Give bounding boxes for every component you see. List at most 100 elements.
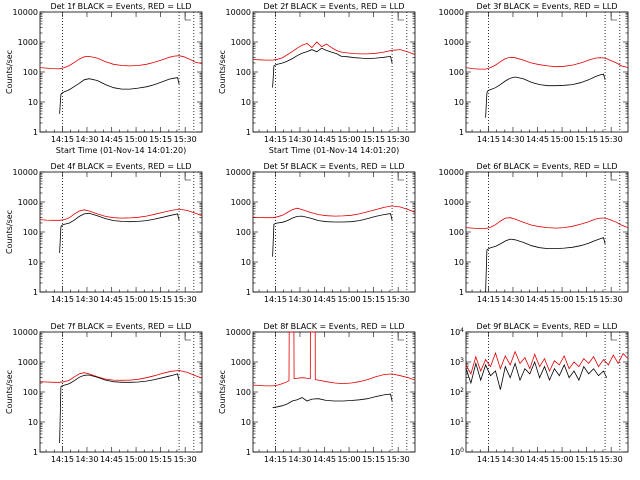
- x-tick-label: 14:45: [100, 295, 123, 304]
- interval-bracket-marker: [610, 332, 618, 341]
- x-tick-label: 15:30: [387, 455, 410, 464]
- x-tick-label: 14:45: [313, 295, 336, 304]
- y-tick-label: 10000: [226, 8, 251, 17]
- y-axis-label: Counts/sec: [5, 370, 14, 414]
- x-tick-label: 15:30: [600, 455, 623, 464]
- interval-bracket-marker: [397, 12, 405, 21]
- y-tick-label: 100: [236, 68, 251, 77]
- chart-title: Det 8f BLACK = Events, RED = LLD: [263, 322, 404, 331]
- plot-frame: [465, 171, 629, 293]
- interval-bracket-marker: [184, 332, 192, 341]
- y-tick-label: 100: [449, 228, 464, 237]
- series-line-lld: [465, 217, 629, 229]
- x-tick-label: 14:45: [100, 455, 123, 464]
- plot-frame: [39, 331, 203, 453]
- y-tick-label: 1: [459, 128, 464, 137]
- series-line-events: [59, 373, 180, 444]
- series-line-events: [272, 47, 393, 88]
- chart-panel-det-8f: Det 8f BLACK = Events, RED = LLD 1 10 100 10…: [218, 322, 416, 464]
- x-tick-label: 14:45: [526, 135, 549, 144]
- x-tick-label: 14:30: [75, 135, 98, 144]
- x-tick-label: 15:30: [174, 295, 197, 304]
- x-tick-label: 15:00: [338, 455, 361, 464]
- plot-frame: [39, 11, 203, 133]
- y-tick-label: 10: [241, 418, 251, 427]
- series-line-events: [465, 360, 608, 390]
- x-tick-label: 15:15: [575, 135, 598, 144]
- x-tick-label: 15:00: [551, 455, 574, 464]
- interval-bracket-marker: [184, 172, 192, 181]
- y-tick-label: 1: [459, 288, 464, 297]
- x-tick-label: 15:30: [387, 135, 410, 144]
- chart-panel-det-5f: Det 5f BLACK = Events, RED = LLD 1 10 100 10…: [226, 162, 416, 304]
- chart-title: Det 1f BLACK = Events, RED = LLD: [50, 2, 191, 11]
- series-line-lld: [39, 208, 203, 221]
- interval-bracket-marker: [397, 332, 405, 341]
- x-tick-label: 14:45: [313, 455, 336, 464]
- y-axis-label: Counts/sec: [5, 210, 14, 254]
- series-line-lld: [39, 370, 203, 383]
- y-tick-label: 1000: [18, 198, 38, 207]
- y-tick-label: 100: [449, 68, 464, 77]
- y-tick-label: 100: [23, 68, 38, 77]
- y-tick-label: 100: [23, 228, 38, 237]
- y-axis-label: Counts/sec: [218, 50, 227, 94]
- y-tick-label: 1: [33, 288, 38, 297]
- chart-panel-det-3f: Det 3f BLACK = Events, RED = LLD 1 10 100 10…: [439, 2, 629, 144]
- series-line-lld: [39, 55, 203, 70]
- series-line-lld: [252, 41, 416, 61]
- y-tick-label: 100: [236, 388, 251, 397]
- y-tick-label: 104: [450, 327, 464, 337]
- y-axis-label: Counts/sec: [218, 370, 227, 414]
- interval-bracket-marker: [397, 172, 405, 181]
- series-line-events: [59, 77, 180, 114]
- x-tick-label: 15:15: [362, 135, 385, 144]
- y-tick-label: 100: [23, 388, 38, 397]
- series-line-events: [272, 213, 393, 257]
- y-tick-label: 1000: [18, 358, 38, 367]
- y-tick-label: 1000: [444, 38, 464, 47]
- x-tick-label: 14:30: [288, 455, 311, 464]
- y-tick-label: 1000: [231, 198, 251, 207]
- x-tick-label: 14:15: [264, 135, 287, 144]
- x-tick-label: 14:45: [526, 455, 549, 464]
- x-tick-label: 14:15: [477, 135, 500, 144]
- x-tick-label: 15:00: [551, 295, 574, 304]
- y-tick-label: 103: [450, 357, 464, 367]
- plot-frame: [252, 11, 416, 133]
- y-tick-label: 1000: [444, 198, 464, 207]
- x-tick-label: 14:30: [501, 455, 524, 464]
- y-tick-label: 1: [33, 448, 38, 457]
- y-axis-label: Counts/sec: [5, 50, 14, 94]
- y-tick-label: 1000: [231, 358, 251, 367]
- chart-title: Det 7f BLACK = Events, RED = LLD: [50, 322, 191, 331]
- chart-title: Det 9f BLACK = Events, RED = LLD: [476, 322, 617, 331]
- y-tick-label: 1: [33, 128, 38, 137]
- series-line-events: [485, 73, 606, 118]
- x-tick-label: 15:30: [174, 455, 197, 464]
- x-tick-label: 15:15: [575, 295, 598, 304]
- y-tick-label: 10000: [226, 328, 251, 337]
- y-tick-label: 102: [450, 387, 464, 397]
- x-tick-label: 14:30: [75, 455, 98, 464]
- plot-frame: [252, 331, 416, 453]
- x-tick-label: 14:45: [100, 135, 123, 144]
- x-tick-label: 15:00: [125, 295, 148, 304]
- y-tick-label: 10000: [226, 168, 251, 177]
- y-tick-label: 10: [454, 98, 464, 107]
- interval-bracket-marker: [610, 12, 618, 21]
- x-tick-label: 15:30: [600, 295, 623, 304]
- x-tick-label: 15:15: [149, 135, 172, 144]
- series-line-events: [272, 393, 393, 409]
- x-tick-label: 14:15: [264, 295, 287, 304]
- x-tick-label: 15:15: [149, 455, 172, 464]
- x-tick-label: 15:30: [174, 135, 197, 144]
- chart-panel-det-9f: Det 9f BLACK = Events, RED = LLD 100 101 10…: [450, 322, 629, 464]
- x-tick-label: 15:30: [387, 295, 410, 304]
- x-tick-label: 15:30: [600, 135, 623, 144]
- x-tick-label: 14:30: [288, 135, 311, 144]
- x-tick-label: 15:00: [551, 135, 574, 144]
- y-tick-label: 1: [246, 128, 251, 137]
- interval-bracket-marker: [610, 172, 618, 181]
- x-tick-label: 14:15: [264, 455, 287, 464]
